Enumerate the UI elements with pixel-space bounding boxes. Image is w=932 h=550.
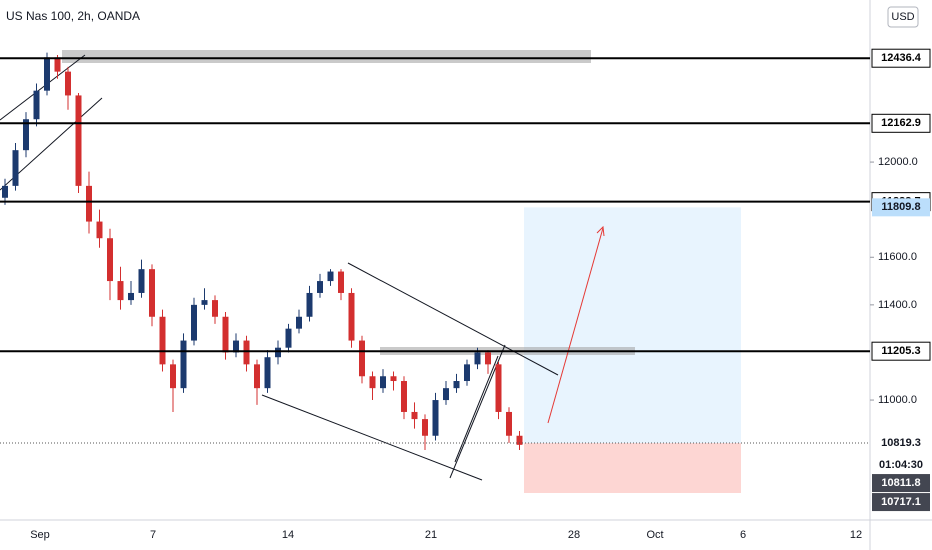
candle-body: [75, 95, 82, 186]
x-tick-label: 6: [740, 529, 746, 541]
x-tick-label: Oct: [646, 529, 663, 541]
candle-body: [338, 271, 344, 293]
candle-body: [128, 292, 134, 301]
target-label-box: [872, 198, 930, 217]
candle-body: [369, 376, 376, 389]
candle-body: [23, 119, 29, 151]
candle-body: [149, 269, 155, 317]
candle-body: [359, 340, 365, 377]
entry-label-box: [872, 474, 930, 493]
candle-body: [191, 304, 197, 341]
candle-body: [44, 57, 50, 91]
y-tick-label: 11400.0: [878, 299, 917, 311]
level-label-box: [871, 113, 931, 133]
candle-body: [296, 316, 302, 329]
candle-body: [2, 185, 8, 198]
x-tick-label: 14: [282, 529, 294, 541]
countdown-label: 01:04:30: [879, 459, 923, 471]
candle-body: [201, 300, 208, 305]
candle-body: [212, 300, 218, 317]
x-tick-label: 28: [568, 529, 580, 541]
candle-body: [107, 238, 113, 282]
candle-body: [506, 411, 512, 436]
currency-label[interactable]: USD: [891, 11, 914, 23]
projection-arrow: [547, 227, 604, 424]
x-tick-label: 12: [850, 529, 862, 541]
level-label: 12162.9: [881, 117, 921, 129]
candle-body: [159, 316, 166, 365]
current-price-label: 10819.3: [881, 437, 921, 449]
candle-body: [86, 185, 92, 222]
y-tick-label: 12000.0: [878, 156, 918, 168]
y-tick-label: 11000.0: [878, 394, 917, 406]
candle-body: [348, 292, 355, 341]
plot-area: [0, 50, 741, 493]
candle-body: [233, 340, 239, 353]
candle-body: [317, 281, 323, 293]
stop-label-box: [872, 493, 930, 512]
candle-body: [495, 364, 502, 412]
trend-line: [0, 54, 86, 121]
candle-body: [390, 376, 397, 382]
trend-line: [261, 394, 483, 481]
x-tick-label: 7: [150, 529, 156, 541]
candle-body: [432, 400, 439, 436]
currency-button[interactable]: [887, 6, 919, 28]
candle-body: [327, 271, 334, 282]
level-label-box: [871, 341, 931, 361]
candle-body: [222, 316, 229, 353]
candle-body: [401, 381, 407, 412]
candle-body: [65, 71, 71, 96]
level-label: 12436.4: [881, 52, 922, 64]
candle-body: [117, 281, 124, 301]
candle-body: [516, 435, 523, 445]
candle-body: [464, 364, 470, 382]
candle-body: [474, 352, 481, 365]
candle-body: [12, 150, 19, 186]
loss-zone: [524, 443, 741, 493]
candle-body: [96, 221, 103, 239]
level-label-box: [871, 48, 931, 68]
x-tick-label: 21: [425, 529, 437, 541]
entry-label: 10811.8: [881, 477, 920, 489]
candle-body: [54, 57, 61, 72]
y-tick-label: 11600.0: [878, 251, 917, 263]
candle-body: [180, 340, 187, 389]
candle-body: [306, 292, 313, 317]
candle-body: [275, 347, 281, 358]
candle-body: [422, 419, 428, 436]
stop-label: 10717.1: [881, 496, 921, 508]
profit-zone: [524, 207, 741, 444]
x-tick-label: Sep: [30, 529, 50, 541]
candle-body: [453, 381, 460, 389]
candle-body: [443, 388, 449, 401]
candle-body: [254, 364, 260, 389]
symbol-title: US Nas 100, 2h, OANDA: [6, 9, 140, 23]
candle-body: [264, 357, 271, 389]
candle-body: [243, 340, 250, 365]
candle-body: [33, 90, 40, 120]
countdown-label-box: [872, 456, 930, 475]
trend-line: [347, 262, 559, 376]
candle-body: [170, 364, 176, 389]
candle-body: [285, 328, 292, 348]
candle-body: [380, 376, 386, 389]
arrow-head: [596, 225, 605, 237]
candle-body: [411, 411, 418, 420]
trend-line: [454, 355, 499, 463]
candle-body: [485, 352, 491, 365]
target-label: 11809.8: [881, 201, 920, 213]
candle-body: [138, 269, 145, 293]
resistance-zone: [62, 50, 591, 63]
level-label: 11205.3: [881, 345, 920, 357]
current-price-label-box: [872, 434, 930, 453]
